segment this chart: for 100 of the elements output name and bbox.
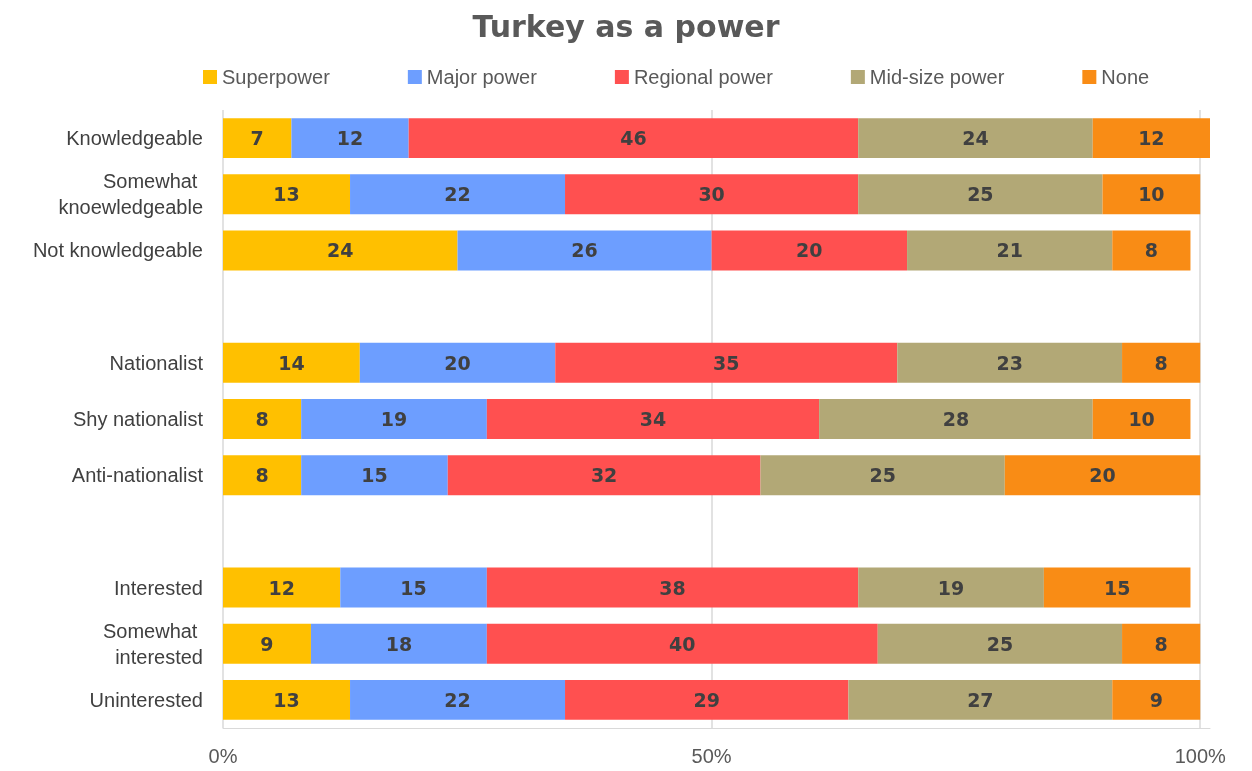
data-label: 22 bbox=[444, 688, 471, 711]
data-label: 20 bbox=[796, 239, 823, 262]
data-label: 13 bbox=[273, 183, 300, 206]
y-tick-label: Knowledgeable bbox=[66, 127, 203, 150]
bar bbox=[310, 623, 487, 664]
bar bbox=[486, 567, 859, 608]
bar bbox=[486, 623, 878, 664]
chart-title: Turkey as a power bbox=[472, 8, 780, 44]
legend-label: None bbox=[1101, 66, 1150, 88]
bar bbox=[350, 679, 566, 720]
data-label: 24 bbox=[327, 239, 354, 262]
data-label: 30 bbox=[698, 183, 725, 206]
legend-label: Regional power bbox=[633, 66, 774, 88]
bar bbox=[760, 455, 1005, 496]
bar bbox=[1122, 342, 1201, 383]
data-label: 7 bbox=[250, 127, 264, 150]
bar bbox=[223, 342, 360, 383]
data-label: 23 bbox=[996, 351, 1023, 374]
data-label: 18 bbox=[385, 632, 413, 655]
y-tick-label: Uninterested bbox=[89, 688, 203, 711]
bar bbox=[1102, 174, 1201, 215]
y-tick-label: Somewhat knoewledgeable bbox=[58, 170, 203, 219]
bar bbox=[897, 342, 1123, 383]
data-label: 46 bbox=[620, 127, 647, 150]
data-label: 8 bbox=[1144, 239, 1158, 262]
bar bbox=[1092, 118, 1210, 159]
data-label: 15 bbox=[400, 576, 427, 599]
bar bbox=[819, 399, 1093, 439]
y-tick-label: Not knowledgeable bbox=[32, 239, 203, 262]
data-label: 14 bbox=[278, 351, 305, 374]
data-label: 10 bbox=[1138, 183, 1165, 206]
bar bbox=[223, 623, 311, 664]
bar bbox=[223, 455, 302, 496]
data-label: 12 bbox=[336, 127, 364, 150]
bar bbox=[1112, 679, 1201, 720]
legend-label: Superpower bbox=[222, 66, 331, 88]
bar bbox=[1092, 399, 1191, 439]
bar bbox=[301, 399, 487, 439]
y-tick-label: Somewhat interested bbox=[102, 619, 203, 668]
bar bbox=[223, 679, 351, 720]
bar bbox=[1112, 230, 1191, 271]
data-label: 9 bbox=[1149, 688, 1163, 711]
data-label: 8 bbox=[255, 464, 269, 487]
bar bbox=[340, 567, 487, 608]
data-label: 13 bbox=[273, 688, 300, 711]
bar bbox=[858, 567, 1044, 608]
x-tick-label: 50% bbox=[691, 745, 732, 767]
data-label: 29 bbox=[693, 688, 720, 711]
data-label: 15 bbox=[361, 464, 388, 487]
data-label: 26 bbox=[571, 239, 598, 262]
bar bbox=[301, 455, 448, 496]
data-label: 19 bbox=[380, 408, 408, 430]
bar bbox=[858, 118, 1093, 159]
bar bbox=[223, 174, 351, 215]
x-tick-label: 100% bbox=[1174, 745, 1227, 767]
bar bbox=[223, 399, 302, 439]
data-label: 25 bbox=[967, 183, 994, 206]
bar bbox=[711, 230, 908, 271]
x-tick-label: 0% bbox=[208, 745, 238, 767]
bar bbox=[565, 174, 859, 215]
bar bbox=[359, 342, 556, 383]
bar bbox=[350, 174, 566, 215]
data-label: 32 bbox=[590, 464, 618, 487]
y-tick-label: Nationalist bbox=[109, 351, 204, 374]
data-label: 12 bbox=[268, 576, 295, 599]
data-label: 40 bbox=[669, 632, 696, 655]
data-label: 28 bbox=[942, 408, 970, 430]
data-label: 22 bbox=[444, 183, 471, 206]
data-label: 15 bbox=[1103, 576, 1131, 599]
y-tick-label: Interested bbox=[114, 576, 203, 599]
data-label: 38 bbox=[659, 576, 686, 599]
bar bbox=[1004, 455, 1201, 496]
bar bbox=[877, 623, 1123, 664]
bar bbox=[907, 230, 1113, 271]
data-label: 21 bbox=[996, 239, 1023, 262]
legend-label: Major power bbox=[426, 66, 538, 88]
bar bbox=[457, 230, 712, 271]
bar bbox=[555, 342, 898, 383]
legend-label: Mid-size power bbox=[869, 66, 1005, 88]
bar bbox=[223, 118, 292, 159]
bar bbox=[408, 118, 859, 159]
y-tick-label: Anti-nationalist bbox=[71, 464, 204, 487]
y-tick-label: Shy nationalist bbox=[72, 408, 204, 430]
bar bbox=[291, 118, 409, 159]
data-label: 12 bbox=[1138, 127, 1165, 150]
data-label: 34 bbox=[639, 408, 667, 430]
data-label: 19 bbox=[937, 576, 965, 599]
data-label: 35 bbox=[713, 351, 740, 374]
data-label: 25 bbox=[869, 464, 896, 487]
bar bbox=[858, 174, 1103, 215]
bar bbox=[486, 399, 820, 439]
bar bbox=[223, 567, 341, 608]
data-label: 8 bbox=[255, 408, 269, 430]
data-label: 20 bbox=[444, 351, 471, 374]
data-label: 8 bbox=[1154, 632, 1168, 655]
data-label: 9 bbox=[260, 632, 274, 655]
bar bbox=[1043, 567, 1191, 608]
data-label: 27 bbox=[967, 688, 994, 711]
data-label: 10 bbox=[1128, 408, 1155, 430]
bar bbox=[223, 230, 458, 271]
